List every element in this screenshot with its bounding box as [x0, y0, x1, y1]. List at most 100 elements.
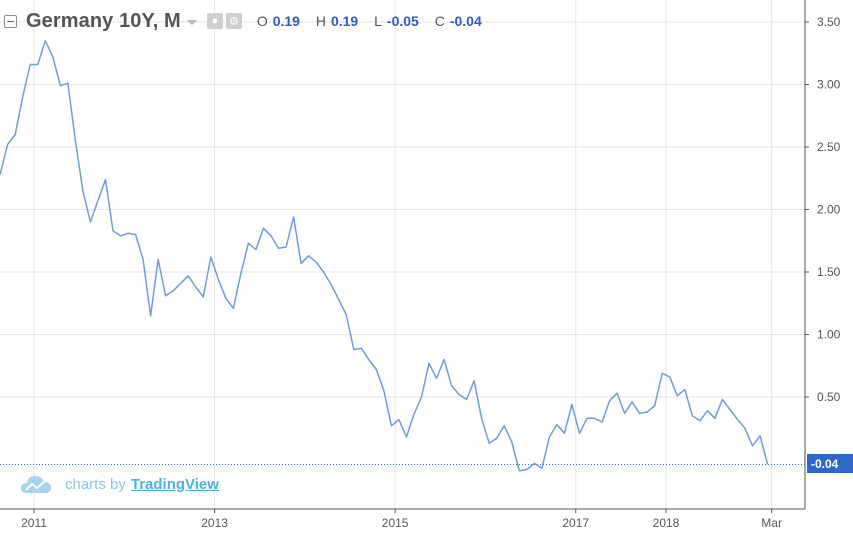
- ohlc-low-key: L: [374, 13, 382, 29]
- data-point: [43, 39, 47, 43]
- data-point: [164, 294, 168, 298]
- data-point: [728, 408, 732, 412]
- data-point: [194, 285, 198, 289]
- data-point: [472, 379, 476, 383]
- data-point: [156, 258, 160, 262]
- data-point: [578, 431, 582, 435]
- x-tick-label: 2017: [562, 516, 589, 530]
- data-point: [495, 436, 499, 440]
- chevron-down-icon[interactable]: [186, 20, 197, 25]
- y-tick-label: 1.00: [817, 328, 841, 342]
- x-tick-label: 2011: [21, 516, 47, 530]
- data-point: [344, 313, 348, 317]
- ohlc-low-value: -0.05: [386, 13, 419, 29]
- data-point: [36, 63, 40, 67]
- data-point: [179, 281, 183, 285]
- data-point: [412, 413, 416, 417]
- tradingview-link[interactable]: TradingView: [130, 475, 219, 493]
- data-point: [645, 410, 649, 414]
- data-point: [186, 274, 190, 278]
- data-point: [555, 423, 559, 427]
- y-tick-label: 3.50: [817, 15, 841, 29]
- data-point: [314, 260, 318, 264]
- ohlc-close-key: C: [434, 13, 445, 29]
- data-point: [736, 418, 740, 422]
- data-point: [58, 84, 62, 88]
- data-point: [435, 376, 439, 380]
- data-point: [593, 416, 597, 420]
- ohlc-values: O 0.19 H 0.19 L -0.05 C -0.04: [257, 13, 494, 29]
- data-point: [126, 231, 130, 235]
- data-point: [487, 441, 491, 445]
- data-point: [743, 426, 747, 430]
- data-point: [359, 346, 363, 350]
- data-point: [201, 295, 205, 299]
- y-tick-label: 1.50: [817, 265, 841, 279]
- data-point: [758, 434, 762, 438]
- data-point: [615, 391, 619, 395]
- data-point: [517, 469, 521, 473]
- data-point: [21, 95, 25, 99]
- data-point: [329, 283, 333, 287]
- data-point: [683, 388, 687, 392]
- y-tick-label: 2.50: [817, 140, 841, 154]
- data-point: [119, 234, 123, 238]
- data-point: [389, 424, 393, 428]
- data-point: [427, 361, 431, 365]
- data-point: [450, 384, 454, 388]
- last-price-label: -0.04: [807, 454, 853, 473]
- data-point: [382, 389, 386, 393]
- data-point: [88, 220, 92, 224]
- data-point: [502, 424, 506, 428]
- data-point: [638, 411, 642, 415]
- gear-icon[interactable]: ⚙: [225, 13, 242, 29]
- data-point: [720, 398, 724, 402]
- data-point: [668, 375, 672, 379]
- data-point: [653, 404, 657, 408]
- data-point: [171, 289, 175, 293]
- data-point: [262, 226, 266, 230]
- data-point: [66, 81, 70, 85]
- y-tick-label: 3.00: [817, 78, 841, 92]
- branding-prefix: charts by: [65, 475, 126, 493]
- data-point: [465, 398, 469, 402]
- symbol-title[interactable]: Germany 10Y, M: [26, 9, 181, 32]
- branding: charts by TradingView: [20, 473, 219, 495]
- data-point: [600, 420, 604, 424]
- data-point: [51, 55, 55, 59]
- tradingview-cloud-icon[interactable]: [20, 473, 52, 495]
- data-point: [713, 416, 717, 420]
- x-tick-label: 2018: [653, 516, 680, 530]
- data-point: [608, 399, 612, 403]
- legend: Germany 10Y, M ● ⚙ O 0.19 H 0.19 L -0.05 C-…: [4, 8, 494, 34]
- data-point: [73, 139, 77, 143]
- data-point: [81, 189, 85, 193]
- collapse-legend-button[interactable]: [4, 14, 17, 28]
- data-point: [307, 254, 311, 258]
- data-point: [570, 403, 574, 407]
- data-point: [28, 63, 32, 67]
- data-point: [420, 395, 424, 399]
- ohlc-open-key: O: [256, 13, 268, 29]
- data-point: [442, 358, 446, 362]
- data-point: [231, 306, 235, 310]
- data-point: [96, 199, 100, 203]
- data-point: [623, 411, 627, 415]
- data-point: [299, 261, 303, 265]
- ohlc-open-value: 0.19: [272, 13, 300, 29]
- data-point: [480, 416, 484, 420]
- data-point: [751, 444, 755, 448]
- eye-icon[interactable]: ●: [206, 13, 223, 29]
- data-point: [766, 463, 770, 467]
- data-point: [675, 394, 679, 398]
- ohlc-close-value: -0.04: [449, 13, 482, 29]
- data-point: [532, 461, 536, 465]
- data-point: [254, 248, 258, 252]
- x-tick-label: 2013: [201, 516, 228, 530]
- data-point: [510, 440, 514, 444]
- data-point: [239, 271, 243, 275]
- data-point: [149, 314, 153, 318]
- x-tick-label: Mar: [761, 516, 782, 530]
- data-point: [246, 241, 250, 245]
